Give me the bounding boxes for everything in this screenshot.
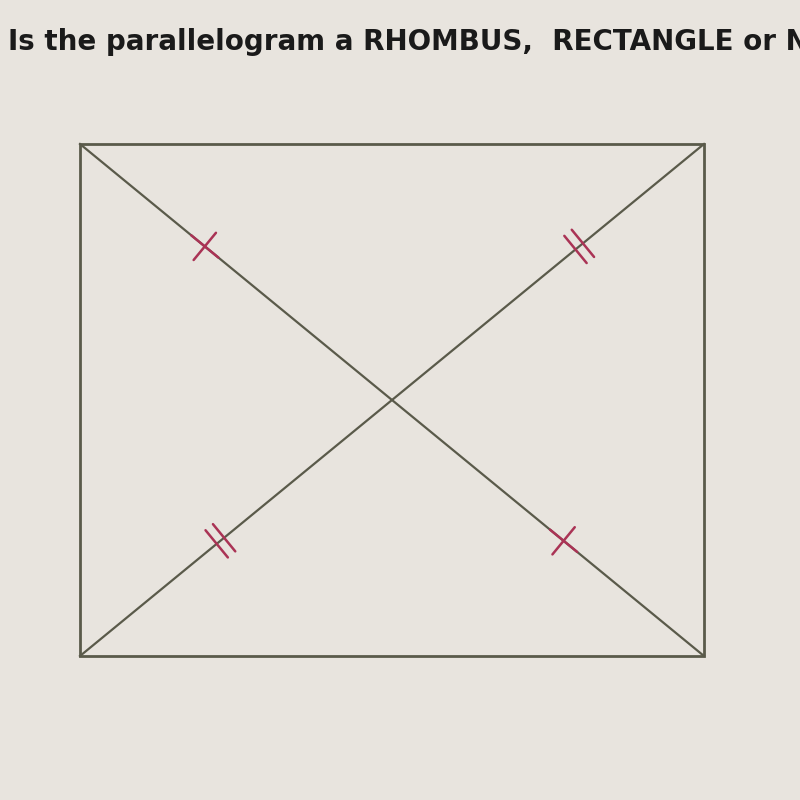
Text: Is the parallelogram a RHOMBUS,  RECTANGLE or NEITHER?: Is the parallelogram a RHOMBUS, RECTANGL… — [8, 28, 800, 56]
